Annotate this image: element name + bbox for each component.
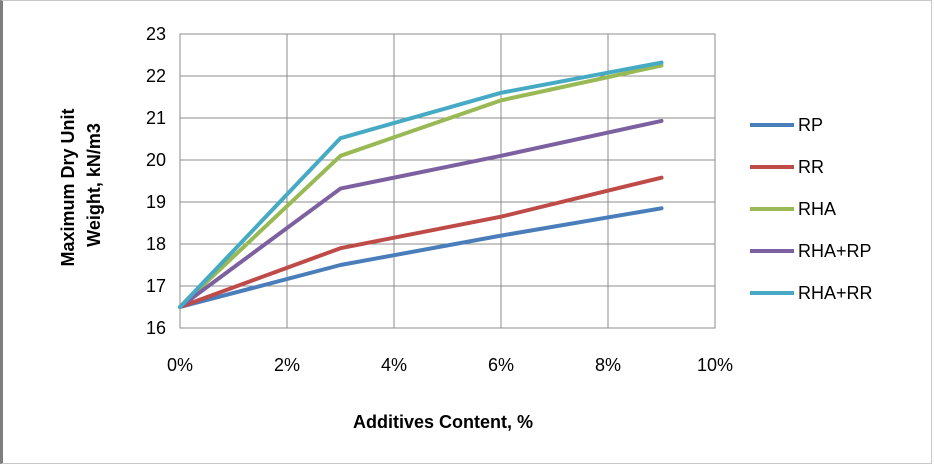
legend-label: RHA+RP	[798, 241, 872, 261]
x-tick-label: 0%	[167, 355, 193, 375]
x-axis-title: Additives Content, %	[353, 412, 533, 432]
y-tick-label: 22	[146, 66, 166, 86]
plot-area-border	[179, 33, 716, 329]
y-tick-label: 21	[146, 108, 166, 128]
legend: RP RR RHA RHA+RP RHA+RR	[750, 115, 873, 303]
legend-label: RR	[798, 157, 824, 177]
legend-label: RHA	[798, 199, 836, 219]
series-line-rp	[178, 206, 664, 309]
x-tick-label: 6%	[488, 355, 514, 375]
x-tick-label: 10%	[697, 355, 733, 375]
grid	[179, 33, 716, 329]
y-axis-title: Maximum Dry Unit Weight, kN/m3	[58, 103, 104, 266]
y-tick-label: 23	[146, 24, 166, 44]
y-tick-label: 16	[146, 318, 166, 338]
y-axis-ticks: 16 17 18 19 20 21 22 23	[146, 24, 166, 338]
y-tick-label: 18	[146, 234, 166, 254]
x-tick-label: 2%	[274, 355, 300, 375]
y-axis-title-line-2: Weight, kN/m3	[84, 123, 104, 247]
legend-label: RHA+RR	[798, 283, 873, 303]
x-tick-label: 4%	[381, 355, 407, 375]
x-axis-ticks: 0% 2% 4% 6% 8% 10%	[167, 355, 733, 375]
legend-label: RP	[798, 115, 823, 135]
series-line-rha-plus-rr	[178, 60, 664, 309]
series-line-rha-plus-rp	[178, 118, 664, 309]
series-lines	[178, 60, 664, 309]
x-tick-label: 8%	[595, 355, 621, 375]
y-axis-title-line-1: Maximum Dry Unit	[58, 108, 78, 266]
y-tick-label: 17	[146, 276, 166, 296]
series-line-rr	[178, 175, 664, 309]
y-tick-label: 19	[146, 192, 166, 212]
y-tick-label: 20	[146, 150, 166, 170]
series-line-rha	[178, 63, 664, 309]
